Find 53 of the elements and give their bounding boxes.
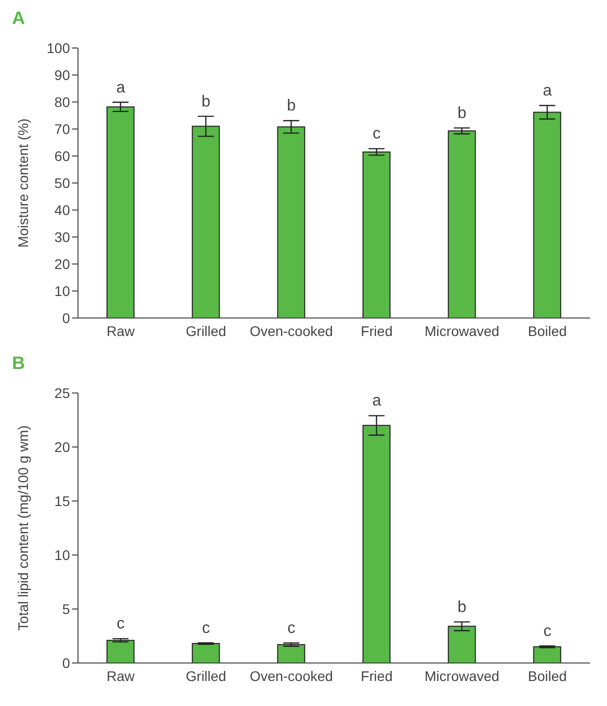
chart-title: A bbox=[12, 8, 25, 29]
y-tick-label: 20 bbox=[54, 256, 70, 272]
bar bbox=[277, 644, 306, 663]
annotation: b bbox=[202, 93, 211, 110]
y-tick-label: 90 bbox=[54, 66, 70, 83]
annotation: c bbox=[116, 616, 125, 633]
annotation: c bbox=[543, 622, 552, 640]
y-tick-label: 100 bbox=[46, 40, 70, 56]
y-tick-label: 50 bbox=[54, 174, 70, 191]
bar bbox=[192, 643, 220, 663]
y-tick-label: 70 bbox=[54, 120, 70, 137]
annotation: b bbox=[458, 104, 467, 122]
chart-title: B bbox=[12, 353, 25, 374]
y-tick-label: 0 bbox=[62, 654, 70, 671]
bar bbox=[448, 130, 476, 318]
x-tick-label: Oven-cooked bbox=[250, 322, 333, 339]
y-tick-label: 60 bbox=[54, 148, 70, 164]
bar bbox=[362, 151, 391, 318]
bar bbox=[533, 646, 562, 663]
x-tick-label: Grilled bbox=[186, 322, 226, 339]
y-axis-title: Total lipid content (mg/100 g wm) bbox=[14, 425, 31, 631]
annotation: c bbox=[372, 126, 381, 143]
annotation: b bbox=[458, 598, 467, 616]
annotation: a bbox=[542, 82, 552, 100]
annotation: a bbox=[372, 392, 382, 410]
bar bbox=[106, 106, 135, 318]
x-tick-label: Raw bbox=[106, 322, 136, 339]
y-tick-label: 20 bbox=[54, 438, 70, 455]
y-tick-label: 10 bbox=[54, 282, 70, 299]
y-tick-label: 5 bbox=[62, 600, 70, 617]
y-axis-title: Moisture content (%) bbox=[14, 118, 31, 248]
y-tick-label: 10 bbox=[54, 546, 70, 563]
x-tick-label: Microwaved bbox=[424, 668, 500, 684]
bar bbox=[448, 626, 476, 663]
x-tick-label: Boiled bbox=[528, 668, 567, 684]
y-tick-label: 40 bbox=[54, 202, 70, 218]
y-tick-label: 30 bbox=[54, 228, 70, 245]
x-tick-label: Boiled bbox=[528, 322, 567, 339]
x-tick-label: Grilled bbox=[186, 668, 226, 684]
annotation: b bbox=[286, 98, 296, 115]
x-tick-label: Microwaved bbox=[424, 322, 500, 339]
x-tick-label: Raw bbox=[106, 668, 136, 684]
y-tick-label: 0 bbox=[62, 310, 70, 326]
annotation: c bbox=[202, 620, 210, 637]
annotation: c bbox=[287, 620, 296, 638]
bar bbox=[106, 640, 135, 663]
y-tick-label: 80 bbox=[54, 94, 70, 110]
x-tick-label: Fried bbox=[360, 668, 393, 684]
y-tick-label: 15 bbox=[54, 492, 70, 509]
x-tick-label: Fried bbox=[360, 322, 393, 339]
x-tick-label: Oven-cooked bbox=[250, 668, 333, 684]
y-tick-label: 25 bbox=[54, 384, 70, 401]
annotation: a bbox=[116, 79, 126, 96]
